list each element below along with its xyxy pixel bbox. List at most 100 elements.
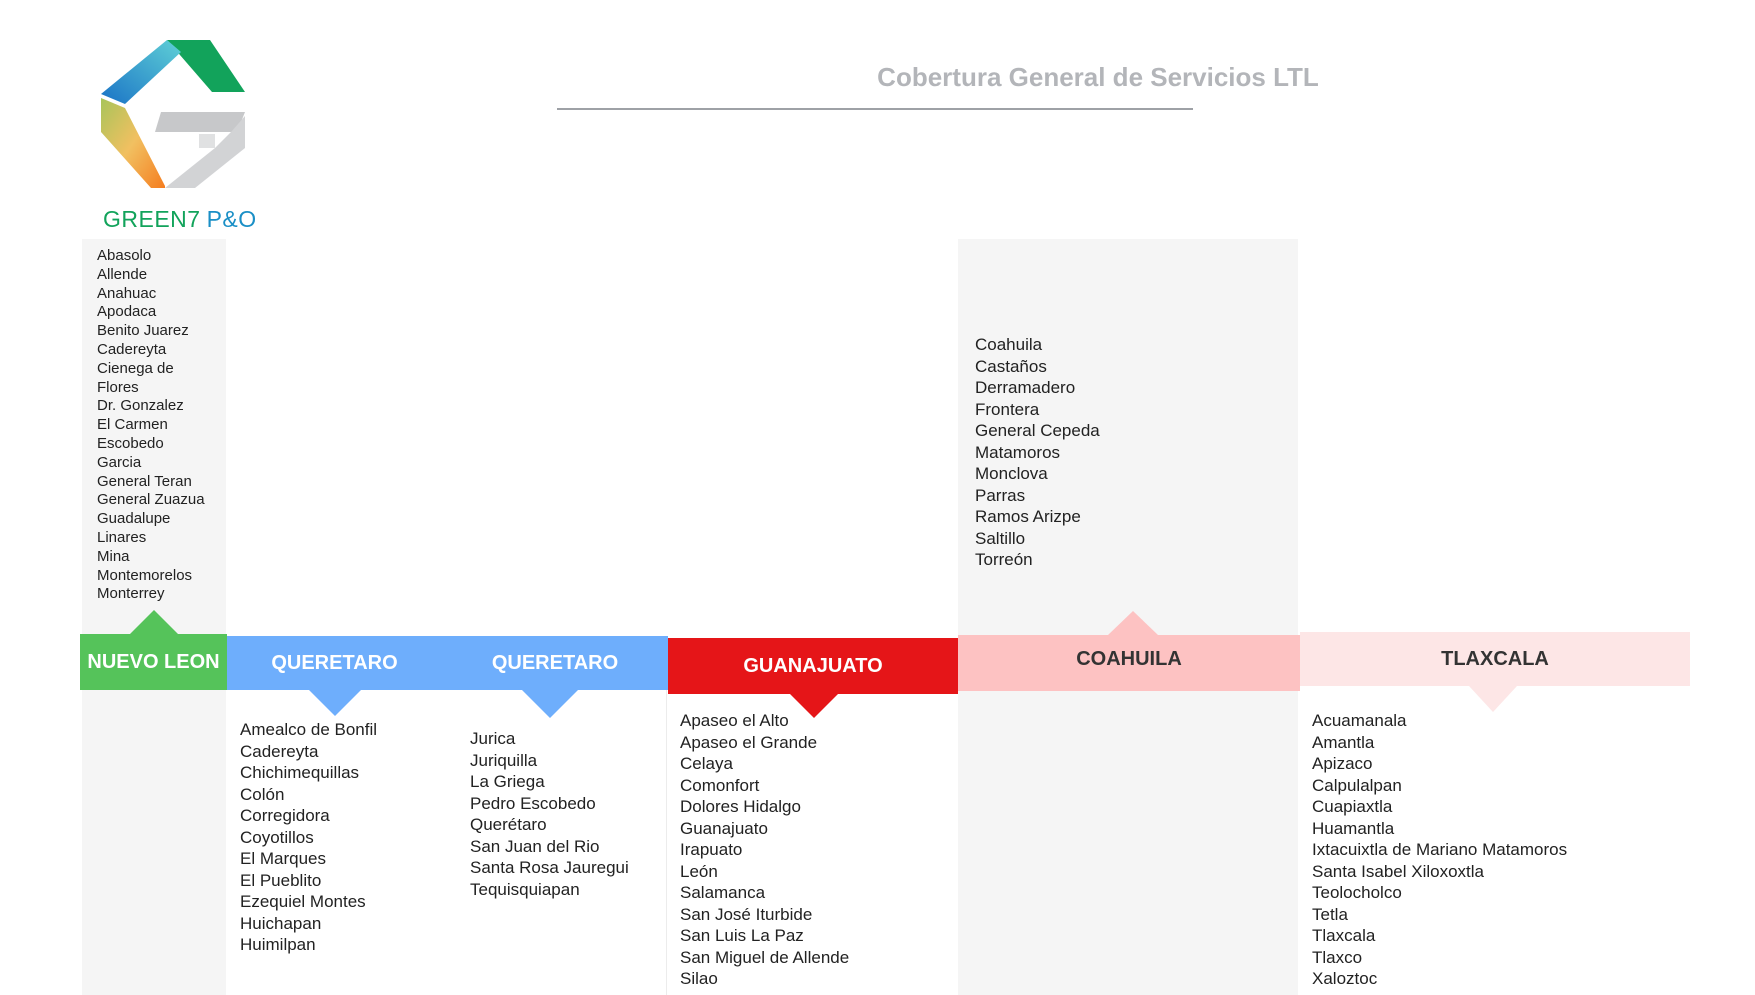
region-band-guanajuato[interactable]: GUANAJUATO	[668, 638, 958, 694]
list-item: Parras	[975, 485, 1026, 505]
list-item: Saltillo	[975, 528, 1026, 548]
region-label-guanajuato: GUANAJUATO	[743, 654, 883, 677]
list-item: Juriquilla	[470, 750, 538, 770]
region-label-tlaxcala: TLAXCALA	[1441, 647, 1549, 670]
list-item: Celaya	[680, 754, 733, 773]
list-item: Anahuac	[97, 284, 157, 302]
list-item: Jurica	[470, 729, 516, 748]
list-item: Huichapan	[240, 913, 322, 933]
queretaro-2-city-list: Jurica Juriquilla La Griega Pedro Escobe…	[470, 728, 629, 900]
nuevo-leon-city-list: Abasolo Allende Anahuac Apodaca Benito J…	[97, 247, 205, 604]
region-band-nuevo-leon[interactable]: NUEVO LEON	[80, 634, 227, 690]
list-item: Salamanca	[680, 883, 766, 902]
list-item: Dr. Gonzalez	[97, 397, 184, 415]
coahuila-pointer	[1108, 611, 1158, 635]
list-item: Garcia	[97, 453, 142, 471]
list-item: General Teran	[97, 472, 192, 490]
region-label-nuevo-leon: NUEVO LEON	[87, 650, 220, 673]
list-item: El Marques	[240, 849, 326, 868]
list-item: Guadalupe	[97, 510, 171, 528]
list-item: Derramadero	[975, 378, 1076, 397]
list-item: El Carmen	[97, 416, 168, 434]
list-item: Monclova	[975, 464, 1048, 483]
region-band-tlaxcala[interactable]: TLAXCALA	[1300, 632, 1690, 686]
region-label-queretaro-2: QUERETARO	[491, 651, 619, 674]
list-item: San Miguel de Allende	[680, 947, 850, 967]
list-item: Benito Juarez	[97, 322, 189, 340]
region-label-queretaro-1: QUERETARO	[271, 651, 398, 674]
title-underline	[557, 108, 1193, 110]
list-item: Calpulalpan	[1312, 775, 1402, 795]
list-item: Tlaxcala	[1312, 926, 1376, 945]
region-band-queretaro-1[interactable]: QUERETARO	[227, 636, 442, 690]
list-item: San José Iturbide	[680, 904, 813, 924]
list-item: Monterrey	[97, 585, 165, 603]
list-item: Frontera	[975, 399, 1040, 419]
list-item: Tequisquiapan	[470, 879, 580, 899]
list-item: Cienega de	[97, 359, 174, 377]
guanajuato-divider	[666, 688, 667, 995]
list-item: General Zuazua	[97, 491, 205, 509]
queretaro-1-city-list: Amealco de Bonfil Cadereyta Chichimequil…	[240, 719, 377, 956]
list-item: Apaseo el Alto	[680, 711, 789, 730]
list-item: Huimilpan	[240, 935, 316, 954]
list-item: Irapuato	[680, 840, 743, 859]
list-item: Matamoros	[975, 442, 1061, 462]
logo-brand-blue: P&O	[206, 206, 257, 232]
list-item: La Griega	[470, 772, 545, 791]
list-item: Cuapiaxtla	[1312, 797, 1393, 816]
list-item: El Pueblito	[240, 870, 322, 890]
list-item: Torreón	[975, 550, 1033, 569]
tlaxcala-pointer	[1469, 686, 1517, 712]
list-item: Amantla	[1312, 732, 1375, 752]
list-item: Querétaro	[470, 815, 547, 834]
list-item: Coyotillos	[240, 827, 314, 847]
guanajuato-pointer	[790, 694, 838, 718]
queretaro-1-pointer	[309, 690, 361, 716]
coahuila-city-list: Coahuila Castaños Derramadero Frontera G…	[975, 334, 1100, 571]
list-item: Teolocholco	[1312, 883, 1402, 902]
list-item: Cadereyta	[240, 741, 319, 761]
list-item: Abasolo	[97, 247, 152, 264]
list-item: Mina	[97, 547, 130, 565]
logo-mark-icon	[101, 40, 245, 188]
page-title: Cobertura General de Servicios LTL	[877, 62, 1319, 92]
list-item: San Luis La Paz	[680, 926, 804, 945]
guanajuato-city-list: Apaseo el Alto Apaseo el Grande Celaya C…	[680, 710, 849, 990]
list-item: Colón	[240, 784, 285, 804]
list-item: San Juan del Rio	[470, 836, 600, 856]
list-item: Corregidora	[240, 806, 330, 825]
list-item: Comonfort	[680, 775, 760, 795]
list-item: Xaloztoc	[1312, 969, 1378, 988]
list-item: Montemorelos	[97, 566, 193, 584]
nuevo-leon-pointer	[130, 610, 178, 634]
list-item: Linares	[97, 528, 147, 546]
list-item: Coahuila	[975, 335, 1043, 354]
list-item: Guanajuato	[680, 818, 768, 838]
list-item: Ramos Arizpe	[975, 507, 1081, 526]
list-item: Silao	[680, 969, 718, 988]
list-item: General Cepeda	[975, 421, 1100, 440]
logo-wordmark: GREEN7 P&O	[103, 206, 257, 233]
list-item: Escobedo	[97, 434, 164, 452]
logo-brand-green: GREEN7	[103, 206, 201, 232]
region-band-coahuila[interactable]: COAHUILA	[958, 635, 1300, 691]
list-item: Castaños	[975, 356, 1047, 376]
list-item: Huamantla	[1312, 818, 1395, 838]
list-item: Ezequiel Montes	[240, 892, 366, 911]
list-item: Allende	[97, 265, 148, 283]
list-item: Apaseo el Grande	[680, 732, 818, 752]
list-item: Dolores Hidalgo	[680, 797, 801, 816]
region-label-coahuila: COAHUILA	[1076, 648, 1182, 670]
list-item: Acuamanala	[1312, 711, 1407, 730]
list-item: Tlaxco	[1312, 947, 1363, 967]
list-item: Santa Isabel Xiloxoxtla	[1312, 861, 1484, 881]
list-item: Amealco de Bonfil	[240, 720, 378, 739]
list-item: Flores	[97, 378, 139, 396]
region-band-queretaro-2[interactable]: QUERETARO	[442, 636, 668, 690]
list-item: Apodaca	[97, 303, 157, 321]
list-item: Apizaco	[1312, 754, 1373, 773]
list-item: Chichimequillas	[240, 763, 360, 782]
company-logo	[95, 38, 255, 238]
list-item: Santa Rosa Jauregui	[470, 858, 629, 877]
